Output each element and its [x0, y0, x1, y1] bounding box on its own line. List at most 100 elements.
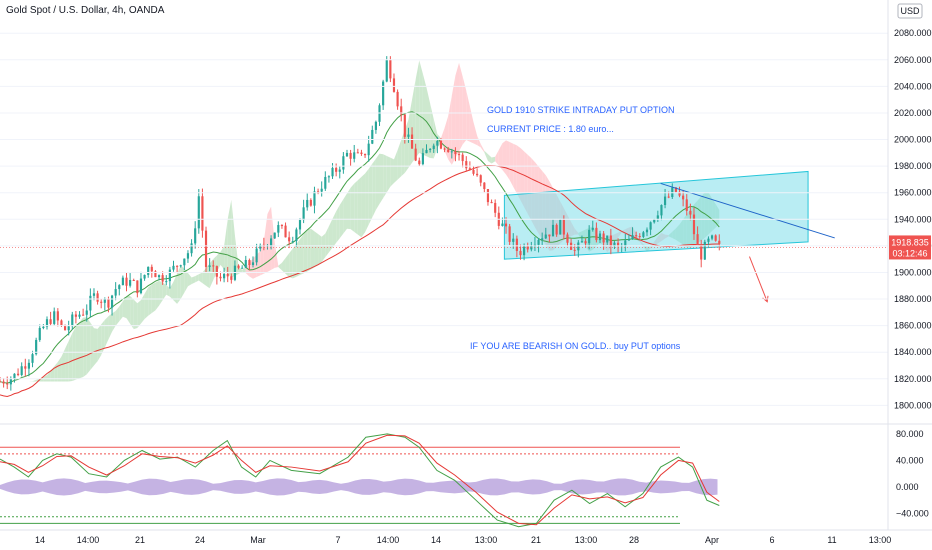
candle-body[interactable]	[450, 151, 453, 153]
candle-body[interactable]	[537, 239, 540, 245]
candle-body[interactable]	[244, 259, 247, 268]
candle-body[interactable]	[566, 234, 569, 243]
oscillator-pane[interactable]	[0, 433, 720, 528]
candle-body[interactable]	[577, 242, 580, 251]
candle-body[interactable]	[653, 219, 656, 223]
candle-body[interactable]	[241, 267, 244, 269]
candle-body[interactable]	[215, 266, 218, 277]
candle-body[interactable]	[580, 241, 584, 243]
candle-body[interactable]	[2, 381, 5, 384]
candle-body[interactable]	[85, 310, 88, 315]
candle-body[interactable]	[298, 220, 302, 230]
candle-body[interactable]	[385, 60, 388, 82]
candle-body[interactable]	[476, 173, 479, 176]
candle-body[interactable]	[313, 191, 316, 206]
candle-body[interactable]	[114, 289, 117, 296]
candle-body[interactable]	[439, 141, 443, 149]
candle-body[interactable]	[425, 149, 428, 154]
candle-body[interactable]	[541, 238, 544, 240]
candle-body[interactable]	[237, 265, 240, 268]
candle-body[interactable]	[613, 242, 616, 247]
candle-body[interactable]	[392, 78, 396, 92]
candle-body[interactable]	[96, 293, 99, 302]
candle-body[interactable]	[259, 244, 262, 249]
candle-body[interactable]	[176, 265, 179, 267]
candle-body[interactable]	[602, 233, 605, 243]
candle-body[interactable]	[504, 223, 508, 227]
candle-body[interactable]	[400, 106, 403, 115]
candle-body[interactable]	[208, 265, 211, 267]
candle-body[interactable]	[277, 225, 280, 233]
candle-body[interactable]	[197, 196, 200, 229]
candle-body[interactable]	[291, 241, 294, 243]
candle-body[interactable]	[436, 141, 439, 146]
candle-body[interactable]	[642, 232, 645, 237]
candle-body[interactable]	[143, 274, 146, 279]
candle-body[interactable]	[494, 202, 497, 213]
candle-body[interactable]	[71, 314, 74, 327]
candle-body[interactable]	[13, 373, 16, 379]
candle-body[interactable]	[295, 229, 298, 242]
candle-body[interactable]	[356, 152, 359, 154]
candle-body[interactable]	[573, 249, 576, 251]
candle-body[interactable]	[0, 381, 2, 383]
candle-body[interactable]	[345, 152, 349, 157]
candle-body[interactable]	[226, 273, 229, 277]
candle-body[interactable]	[710, 235, 714, 239]
candle-body[interactable]	[490, 202, 493, 204]
candle-body[interactable]	[183, 258, 186, 266]
candle-body[interactable]	[194, 228, 197, 244]
candle-body[interactable]	[656, 215, 659, 220]
candle-body[interactable]	[53, 311, 56, 324]
candle-body[interactable]	[129, 280, 132, 286]
candle-body[interactable]	[161, 275, 164, 282]
candle-body[interactable]	[410, 134, 414, 149]
candle-body[interactable]	[544, 234, 547, 239]
candle-body[interactable]	[649, 222, 652, 230]
candle-body[interactable]	[154, 271, 157, 278]
candle-body[interactable]	[523, 246, 526, 256]
candle-body[interactable]	[349, 152, 352, 159]
candle-body[interactable]	[204, 230, 208, 267]
bearish-arrow[interactable]	[749, 256, 768, 302]
candle-body[interactable]	[306, 199, 309, 208]
candle-body[interactable]	[559, 219, 562, 235]
candle-body[interactable]	[35, 339, 38, 355]
candle-body[interactable]	[324, 176, 327, 189]
candle-body[interactable]	[168, 269, 171, 282]
candle-body[interactable]	[31, 354, 34, 363]
candle-body[interactable]	[219, 276, 222, 279]
candle-body[interactable]	[107, 299, 110, 308]
candle-body[interactable]	[45, 319, 49, 327]
candle-body[interactable]	[67, 326, 70, 331]
candle-body[interactable]	[403, 114, 406, 137]
last-price-badge[interactable]: 1918.835 03:12:46	[889, 235, 931, 260]
candle-body[interactable]	[483, 182, 486, 190]
candle-body[interactable]	[461, 154, 464, 162]
currency-badge[interactable]	[897, 3, 923, 19]
candle-body[interactable]	[309, 199, 312, 206]
candle-body[interactable]	[595, 227, 598, 241]
candle-body[interactable]	[555, 224, 558, 235]
candle-body[interactable]	[63, 325, 67, 331]
candle-body[interactable]	[100, 301, 103, 303]
candle-body[interactable]	[302, 207, 305, 221]
candle-body[interactable]	[689, 210, 692, 215]
candle-body[interactable]	[667, 196, 670, 198]
candle-body[interactable]	[74, 314, 77, 317]
candle-body[interactable]	[132, 280, 135, 282]
candle-body[interactable]	[584, 241, 587, 244]
candle-body[interactable]	[42, 326, 45, 329]
candle-body[interactable]	[508, 226, 511, 242]
candle-body[interactable]	[606, 235, 609, 243]
candle-body[interactable]	[635, 235, 638, 237]
candle-body[interactable]	[548, 234, 551, 237]
candle-body[interactable]	[588, 229, 591, 244]
candle-body[interactable]	[27, 362, 31, 369]
candle-body[interactable]	[707, 238, 710, 242]
candle-body[interactable]	[6, 383, 9, 385]
candle-body[interactable]	[468, 168, 471, 170]
candle-body[interactable]	[331, 167, 334, 177]
candle-body[interactable]	[414, 148, 417, 161]
candle-body[interactable]	[316, 191, 320, 193]
